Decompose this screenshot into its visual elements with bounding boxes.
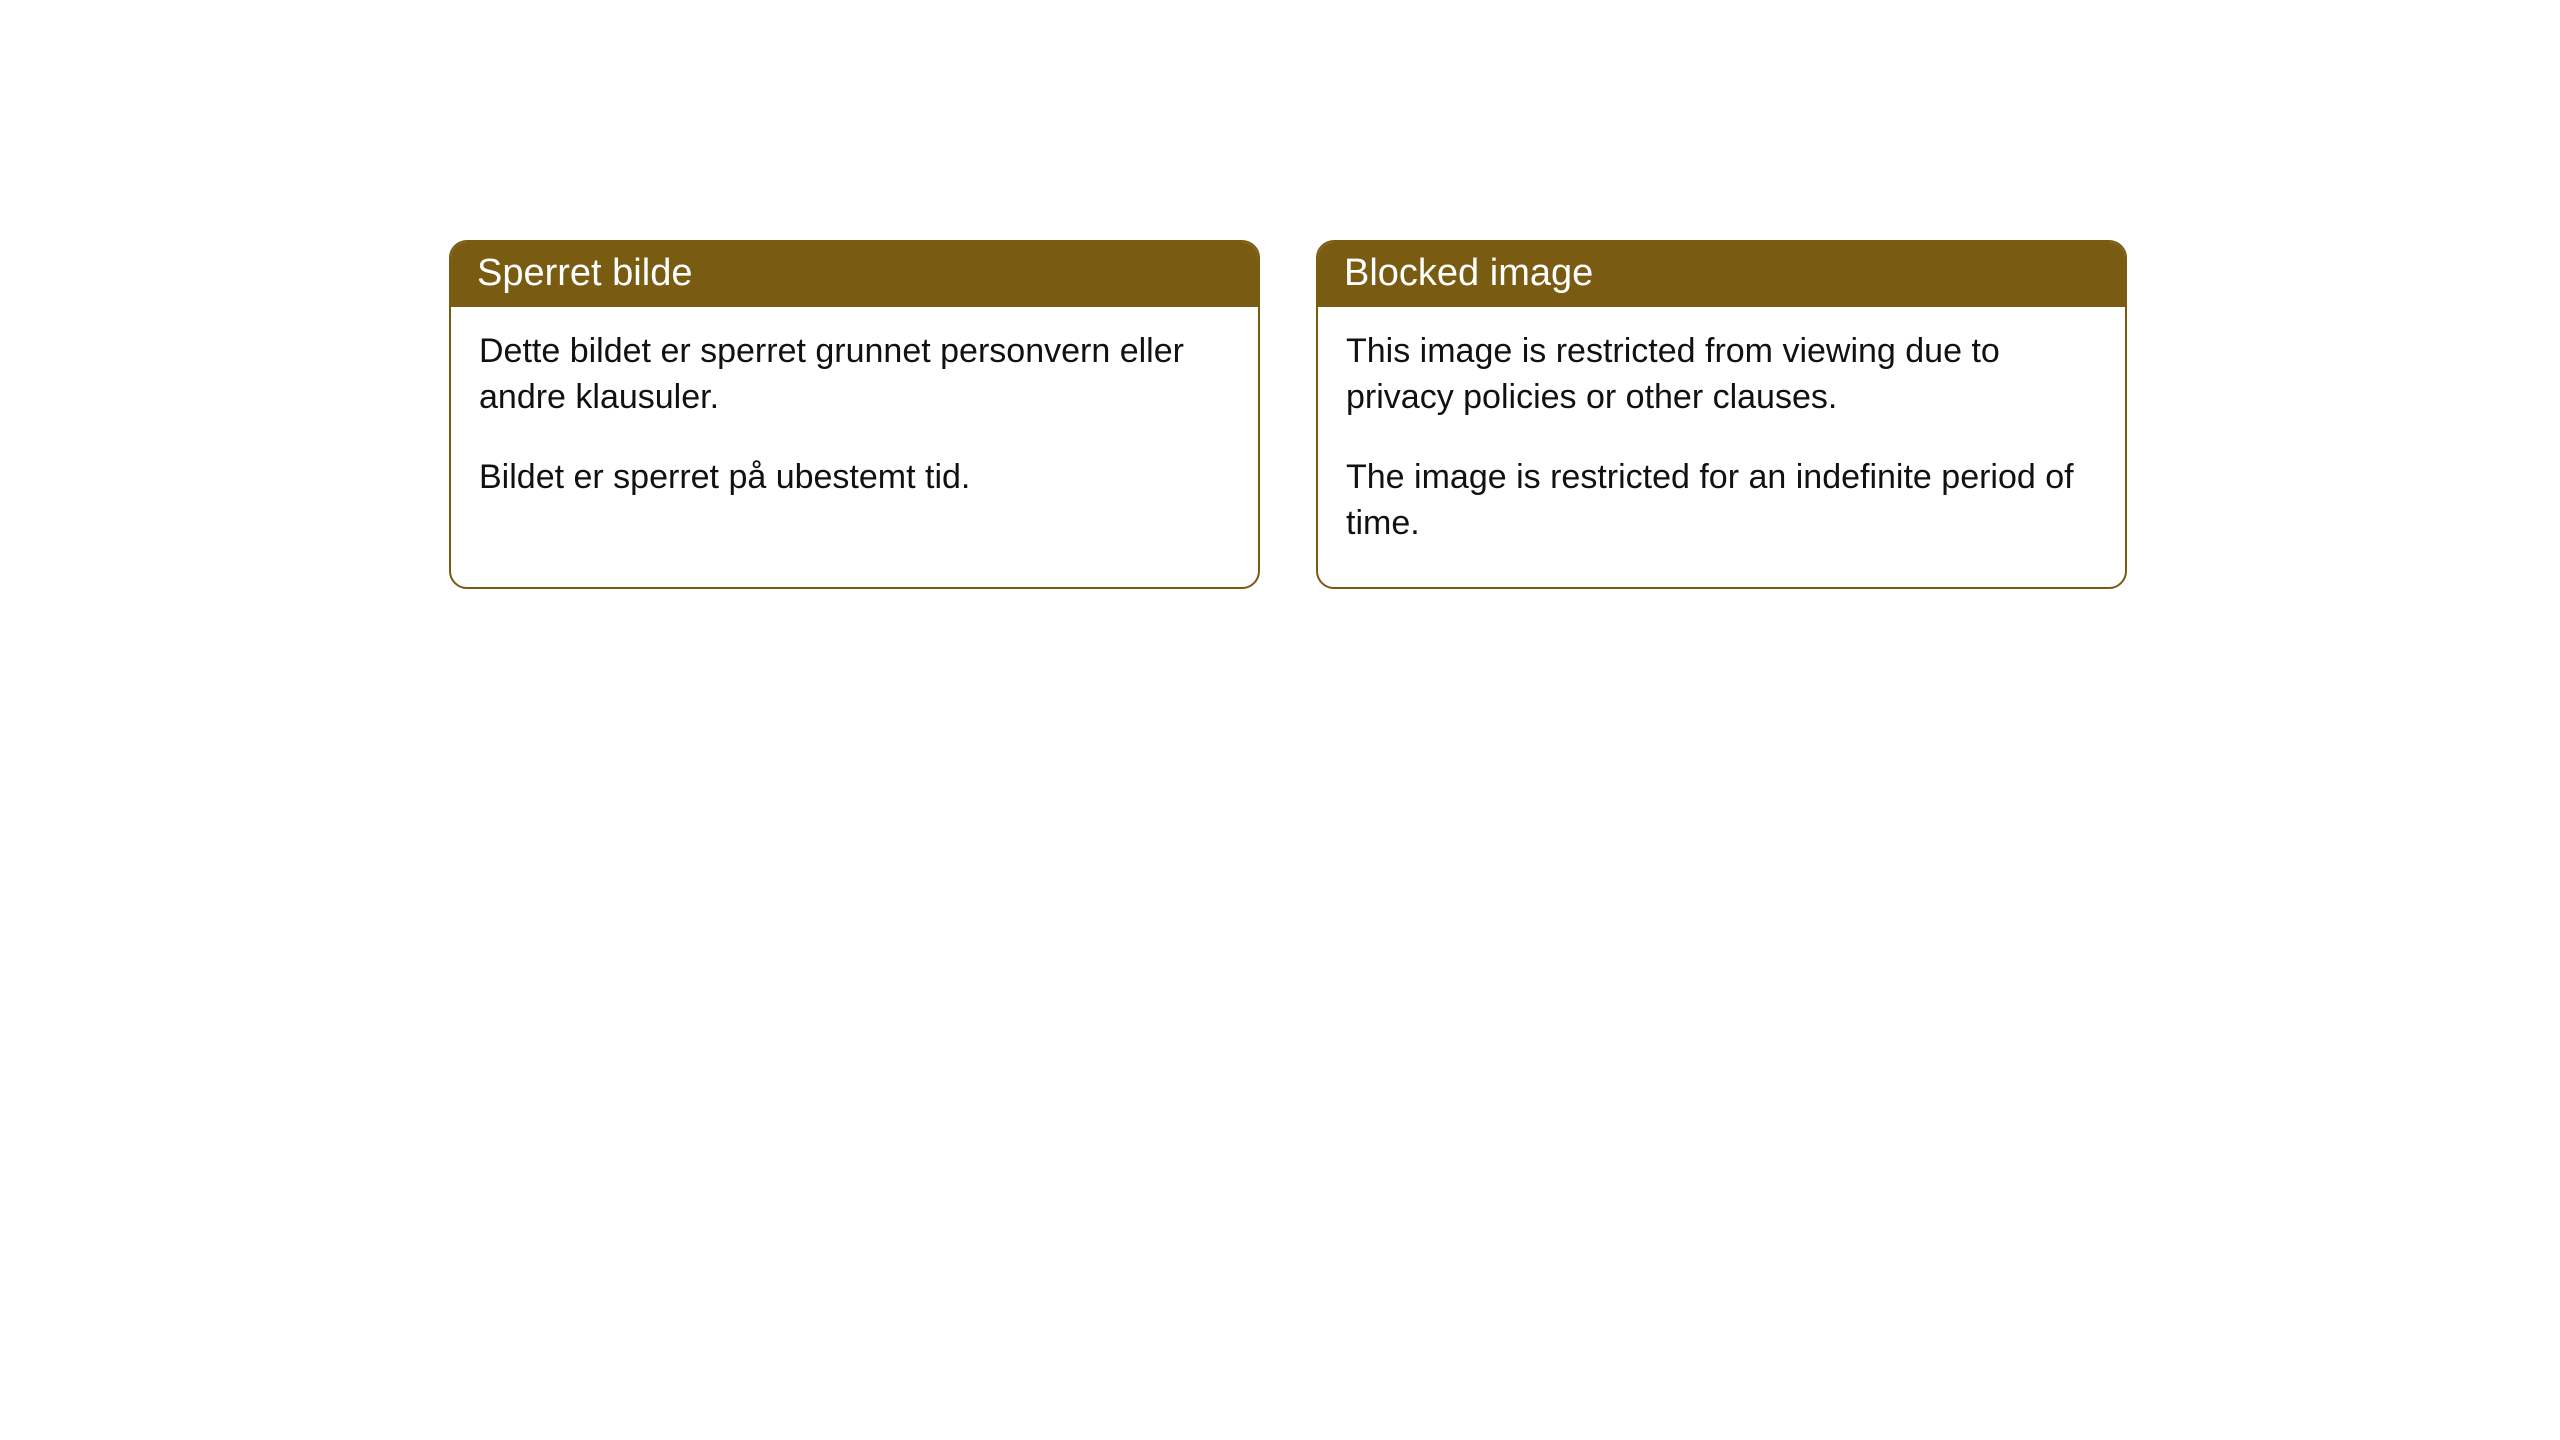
card-body: This image is restricted from viewing du…	[1318, 307, 2125, 587]
blocked-image-card-en: Blocked image This image is restricted f…	[1316, 240, 2127, 589]
card-header: Sperret bilde	[451, 242, 1258, 307]
card-paragraph: Dette bildet er sperret grunnet personve…	[479, 329, 1230, 421]
cards-container: Sperret bilde Dette bildet er sperret gr…	[0, 0, 2560, 589]
card-header: Blocked image	[1318, 242, 2125, 307]
card-paragraph: Bildet er sperret på ubestemt tid.	[479, 455, 1230, 501]
card-paragraph: The image is restricted for an indefinit…	[1346, 455, 2097, 547]
card-paragraph: This image is restricted from viewing du…	[1346, 329, 2097, 421]
blocked-image-card-no: Sperret bilde Dette bildet er sperret gr…	[449, 240, 1260, 589]
card-body: Dette bildet er sperret grunnet personve…	[451, 307, 1258, 541]
